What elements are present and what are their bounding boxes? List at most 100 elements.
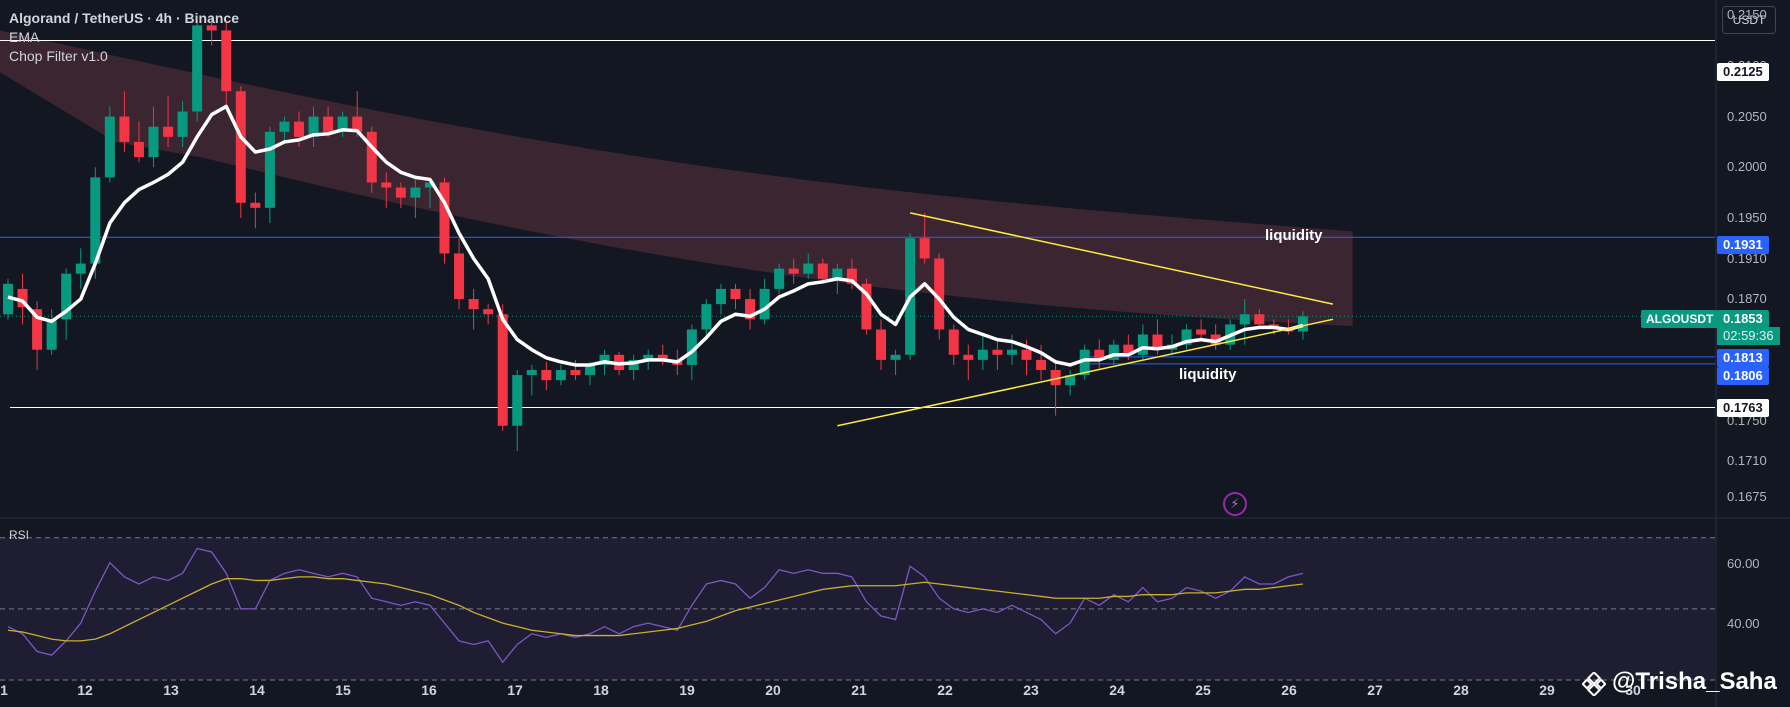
ema-line: [7, 104, 1304, 367]
candle-down: [992, 349, 1003, 355]
date-tick-label: 22: [937, 682, 953, 698]
candle-up: [148, 126, 159, 158]
candle-down: [788, 268, 799, 274]
price-tick-label: 0.1910: [1727, 250, 1767, 266]
candle-down: [1254, 314, 1265, 325]
date-tick-label: 20: [765, 682, 781, 698]
candle-up: [526, 370, 537, 376]
candle-down: [454, 253, 465, 300]
date-tick-label: 30: [1625, 682, 1641, 698]
candle-up: [759, 288, 770, 320]
date-tick-label: 28: [1453, 682, 1469, 698]
rsi-label: RSI: [9, 528, 30, 542]
price-tick-label: 0.2150: [1727, 7, 1767, 23]
candle-down: [963, 354, 974, 360]
price-tick-label: 0.1710: [1727, 453, 1767, 469]
candle-down: [541, 370, 552, 381]
candle-up: [192, 25, 203, 112]
candle-down: [381, 182, 392, 188]
candle-up: [424, 182, 435, 188]
candle-down: [468, 299, 479, 310]
candle-up: [643, 354, 654, 360]
level-tag-liquidity-high: 0.1931: [1717, 236, 1769, 254]
candle-up: [512, 375, 523, 426]
candle-up: [410, 187, 421, 198]
candle-up: [1006, 349, 1017, 355]
candle-down: [32, 309, 43, 350]
candle-up: [337, 116, 348, 132]
liquidity-annotation-upper: liquidity: [1265, 227, 1323, 244]
candle-up: [75, 263, 86, 274]
ema-indicator-label[interactable]: EMA: [9, 29, 40, 45]
date-tick-label: 27: [1367, 682, 1383, 698]
date-tick-label: 21: [851, 682, 867, 698]
candle-up: [686, 329, 697, 365]
candle-up: [585, 364, 595, 376]
candle-up: [1108, 344, 1119, 360]
candle-down: [817, 263, 828, 279]
candle-down: [294, 121, 304, 137]
date-tick-label: 26: [1281, 682, 1297, 698]
chop-filter-indicator-label[interactable]: Chop Filter v1.0: [9, 48, 108, 64]
candle-down: [570, 370, 581, 376]
candle-down: [395, 187, 406, 198]
rsi-tick-high: 60.00: [1727, 556, 1760, 571]
date-tick-label: 14: [249, 682, 265, 698]
candle-down: [133, 141, 144, 158]
symbol-tag: ALGOUSDT: [1641, 310, 1719, 328]
date-tick-label: 24: [1109, 682, 1125, 698]
candle-down: [1152, 334, 1163, 350]
candle-up: [1239, 314, 1250, 325]
candle-down: [352, 116, 363, 132]
candle-down: [876, 329, 886, 360]
candle-up: [803, 263, 814, 274]
candle-up: [977, 349, 988, 360]
last-price-tag: 0.1853: [1717, 310, 1769, 328]
date-tick-label: 12: [77, 682, 93, 698]
candle-down: [846, 268, 857, 284]
date-tick-label: 16: [421, 682, 437, 698]
date-tick-label: 15: [335, 682, 351, 698]
candle-down: [1210, 334, 1221, 345]
rsi-line: [7, 547, 1304, 664]
candle-down: [250, 202, 261, 208]
candle-down: [323, 116, 334, 132]
date-tick-label: 23: [1023, 682, 1039, 698]
candle-up: [715, 288, 726, 305]
candle-up: [1181, 329, 1192, 345]
level-tag-a: 0.1813: [1717, 349, 1769, 367]
price-tick-label: 0.1950: [1727, 209, 1767, 225]
candle-down: [206, 25, 217, 31]
candle-up: [279, 121, 290, 132]
candle-down: [366, 131, 377, 183]
candle-up: [177, 111, 188, 137]
price-tick-label: 0.1675: [1727, 488, 1767, 504]
candle-down: [119, 116, 130, 142]
triangle-upper-line: [909, 212, 1334, 305]
candle-down: [483, 309, 494, 315]
candle-up: [104, 116, 115, 178]
currency-button[interactable]: USDT: [1722, 6, 1776, 34]
candle-down: [221, 30, 232, 92]
candle-up: [832, 268, 843, 279]
price-tick-label: 0.1870: [1727, 291, 1767, 307]
candle-down: [1094, 349, 1105, 360]
level-tag-b: 0.1806: [1717, 367, 1769, 385]
date-tick-label: 25: [1195, 682, 1211, 698]
candle-up: [3, 283, 13, 315]
candle-down: [1021, 349, 1032, 360]
candle-up: [628, 359, 639, 371]
candle-up: [308, 116, 319, 137]
candle-up: [701, 304, 712, 330]
date-tick-label: 1: [0, 682, 8, 698]
binance-logo-icon: [1582, 672, 1606, 696]
candle-down: [861, 283, 872, 330]
lightning-icon[interactable]: ⚡: [1223, 492, 1247, 516]
author-watermark: @Trisha_Saha: [1612, 668, 1777, 695]
candle-down: [745, 299, 756, 320]
candle-up: [46, 319, 57, 350]
candle-up: [555, 370, 566, 381]
chop-filter-cloud: [0, 30, 1353, 327]
date-tick-label: 29: [1539, 682, 1555, 698]
